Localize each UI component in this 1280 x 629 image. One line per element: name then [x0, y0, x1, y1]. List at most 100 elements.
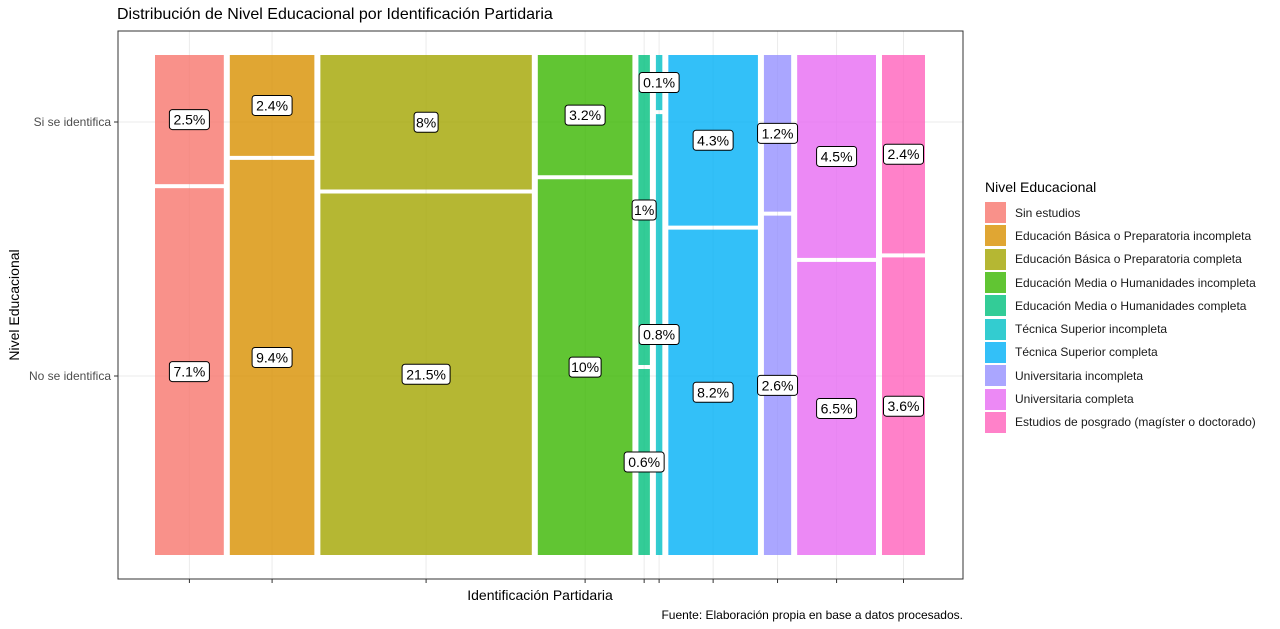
legend-label: Educación Media o Humanidades completa [1015, 298, 1247, 313]
data-label-no-6: 0.8% [638, 324, 680, 346]
data-label-si-4-text: 3.2% [569, 107, 601, 123]
data-label-no-8-text: 2.6% [762, 377, 794, 393]
legend-swatch [985, 295, 1006, 317]
y-tick-no-label: No se identifica [29, 369, 111, 383]
legend-item: Universitaria completa [985, 387, 1256, 410]
data-label-si-4-box [564, 104, 606, 126]
data-label-si-6-text: 0.1% [643, 75, 675, 91]
y-axis-title: Nivel Educacional [6, 249, 22, 360]
data-label-si-9: 4.5% [816, 145, 858, 167]
data-label-si-2: 2.4% [251, 94, 293, 116]
data-label-no-8: 2.6% [757, 374, 799, 396]
legend-label: Educación Básica o Preparatoria incomple… [1015, 228, 1252, 243]
legend-swatch [985, 202, 1006, 224]
axes-layer: Si se identifica No se identifica [29, 115, 904, 583]
legend-label: Universitaria completa [1015, 392, 1134, 407]
legend-label: Técnica Superior incompleta [1015, 322, 1168, 337]
legend-item: Educación Media o Humanidades incompleta [985, 271, 1256, 294]
labels-layer: 2.5% 7.1% 2.4% 9.4% 8% 21.5% 3.2% 10% 1% 0.6% 0.1%… [168, 72, 924, 473]
data-label-no-9-text: 6.5% [821, 400, 853, 416]
data-label-si-6-box [638, 72, 680, 94]
data-label-si-3-text: 8% [416, 114, 436, 130]
data-label-si-1-box [168, 109, 210, 131]
data-label-no-10-text: 3.6% [888, 398, 920, 414]
legend: Nivel Educacional Sin estudios Educación … [985, 179, 1256, 434]
data-label-si-10-box [882, 143, 924, 165]
plot-panel-border [117, 30, 964, 580]
data-label-si-4: 3.2% [564, 104, 606, 126]
data-label-no-2-box [251, 346, 293, 368]
legend-label: Educación Básica o Preparatoria completa [1015, 252, 1242, 267]
data-label-si-3: 8% [413, 111, 439, 133]
data-label-no-4-box [568, 356, 602, 378]
legend-swatch [985, 318, 1006, 340]
legend-label: Estudios de posgrado (magíster o doctora… [1015, 415, 1256, 430]
legend-item: Técnica Superior incompleta [985, 317, 1256, 340]
data-label-si-7-text: 4.3% [697, 132, 729, 148]
data-label-si-5-box [631, 199, 657, 221]
data-label-si-8-box [757, 122, 799, 144]
legend-item: Universitaria incompleta [985, 364, 1256, 387]
data-label-no-5: 0.6% [623, 451, 665, 473]
legend-items: Sin estudios Educación Básica o Preparato… [985, 201, 1256, 434]
x-axis-title: Identificación Partidaria [467, 587, 613, 603]
legend-label: Técnica Superior completa [1015, 345, 1158, 360]
legend-swatch [985, 272, 1006, 294]
data-label-si-5-text: 1% [634, 202, 654, 218]
data-label-si-1-text: 2.5% [173, 112, 205, 128]
data-label-no-4: 10% [568, 356, 602, 378]
data-label-no-7: 8.2% [692, 381, 734, 403]
data-label-si-8-text: 1.2% [762, 125, 794, 141]
chart-title: Distribución de Nivel Educacional por Id… [117, 6, 553, 23]
legend-swatch [985, 225, 1006, 247]
legend-title: Nivel Educacional [985, 179, 1097, 195]
data-label-si-2-box [251, 94, 293, 116]
data-label-no-1-text: 7.1% [173, 364, 205, 380]
caption: Fuente: Elaboración propia en base a dat… [661, 608, 963, 622]
data-label-no-4-text: 10% [571, 359, 599, 375]
data-label-no-3: 21.5% [401, 363, 451, 385]
data-label-no-3-box [401, 363, 451, 385]
legend-swatch [985, 388, 1006, 410]
legend-item: Educación Básica o Preparatoria completa [985, 248, 1256, 271]
data-label-no-2: 9.4% [251, 346, 293, 368]
data-label-si-5: 1% [631, 199, 657, 221]
data-label-si-6: 0.1% [638, 72, 680, 94]
legend-item: Sin estudios [985, 201, 1256, 224]
y-tick-si-label: Si se identifica [34, 115, 112, 129]
data-label-no-8-box [757, 374, 799, 396]
data-label-no-2-text: 9.4% [256, 349, 288, 365]
tiles-layer [155, 55, 925, 556]
legend-swatch [985, 411, 1006, 433]
legend-item: Educación Media o Humanidades completa [985, 294, 1256, 317]
data-label-si-2-text: 2.4% [256, 97, 288, 113]
data-label-no-7-text: 8.2% [697, 384, 729, 400]
data-label-no-1: 7.1% [168, 361, 210, 383]
data-label-si-9-box [816, 145, 858, 167]
data-label-si-7: 4.3% [692, 129, 734, 151]
legend-swatch [985, 365, 1006, 387]
data-label-no-3-text: 21.5% [406, 366, 446, 382]
data-label-si-9-text: 4.5% [821, 148, 853, 164]
legend-label: Educación Media o Humanidades incompleta [1015, 275, 1256, 290]
data-label-no-9-box [816, 397, 858, 419]
legend-label: Sin estudios [1015, 205, 1081, 220]
legend-item: Técnica Superior completa [985, 341, 1256, 364]
legend-item: Estudios de posgrado (magíster o doctora… [985, 411, 1256, 434]
legend-label: Universitaria incompleta [1015, 368, 1144, 383]
data-label-no-6-box [638, 324, 680, 346]
data-label-no-1-box [168, 361, 210, 383]
data-label-no-9: 6.5% [816, 397, 858, 419]
legend-swatch [985, 341, 1006, 363]
data-label-no-5-box [623, 451, 665, 473]
data-label-no-10: 3.6% [882, 395, 924, 417]
data-label-si-10-text: 2.4% [888, 146, 920, 162]
legend-item: Educación Básica o Preparatoria incomple… [985, 224, 1256, 247]
data-label-si-10: 2.4% [882, 143, 924, 165]
legend-swatch [985, 248, 1006, 270]
data-label-si-7-box [692, 129, 734, 151]
data-label-no-7-box [692, 381, 734, 403]
data-label-no-6-text: 0.8% [643, 327, 675, 343]
data-label-no-5-text: 0.6% [628, 454, 660, 470]
